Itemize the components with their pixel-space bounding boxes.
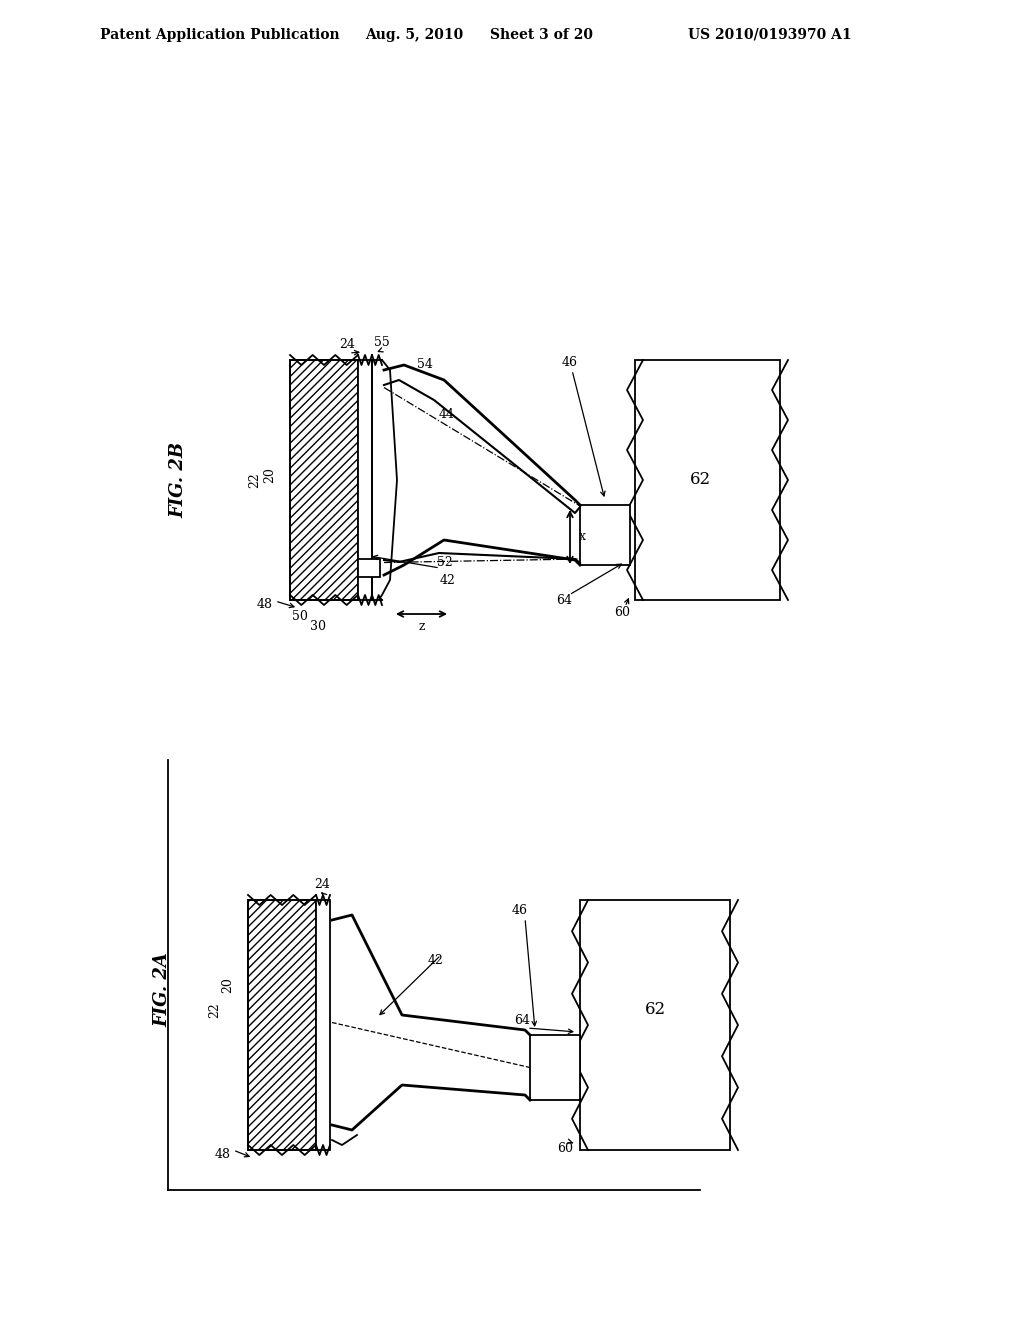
Text: 62: 62 xyxy=(689,471,711,488)
Bar xyxy=(290,360,358,601)
Text: 60: 60 xyxy=(557,1142,573,1155)
Text: Sheet 3 of 20: Sheet 3 of 20 xyxy=(490,28,593,42)
Text: 42: 42 xyxy=(428,953,444,966)
Text: 30: 30 xyxy=(310,619,326,632)
Text: 55: 55 xyxy=(374,335,390,348)
Bar xyxy=(248,900,316,1150)
Text: 46: 46 xyxy=(562,355,578,368)
Text: 64: 64 xyxy=(556,594,572,606)
Text: 54: 54 xyxy=(417,359,433,371)
Text: 20: 20 xyxy=(263,467,276,483)
Text: 42: 42 xyxy=(440,573,456,586)
Text: 64: 64 xyxy=(514,1014,530,1027)
Text: x: x xyxy=(579,531,586,544)
Text: Aug. 5, 2010: Aug. 5, 2010 xyxy=(365,28,463,42)
Text: FIG. 2B: FIG. 2B xyxy=(169,442,187,517)
Text: 50: 50 xyxy=(292,610,308,623)
Text: 22: 22 xyxy=(209,1002,221,1018)
Bar xyxy=(316,900,330,1150)
Bar xyxy=(580,900,730,1150)
Bar xyxy=(635,360,780,601)
Text: 48: 48 xyxy=(257,598,273,610)
Text: 46: 46 xyxy=(512,903,528,916)
Text: 60: 60 xyxy=(614,606,630,619)
Bar xyxy=(580,506,630,565)
Bar xyxy=(358,558,380,577)
Bar xyxy=(290,360,358,601)
Text: 48: 48 xyxy=(215,1148,231,1162)
Text: 20: 20 xyxy=(221,977,234,993)
Bar xyxy=(358,360,372,601)
Text: FIG. 2A: FIG. 2A xyxy=(153,953,171,1027)
Bar xyxy=(530,1035,580,1100)
Text: 24: 24 xyxy=(314,879,330,891)
Bar xyxy=(248,900,316,1150)
Text: 24: 24 xyxy=(339,338,355,351)
Text: US 2010/0193970 A1: US 2010/0193970 A1 xyxy=(688,28,852,42)
Text: 52: 52 xyxy=(437,557,453,569)
Text: z: z xyxy=(418,619,425,632)
Text: Patent Application Publication: Patent Application Publication xyxy=(100,28,340,42)
Text: 22: 22 xyxy=(249,473,261,488)
Text: 62: 62 xyxy=(644,1002,666,1019)
Text: 44: 44 xyxy=(439,408,455,421)
